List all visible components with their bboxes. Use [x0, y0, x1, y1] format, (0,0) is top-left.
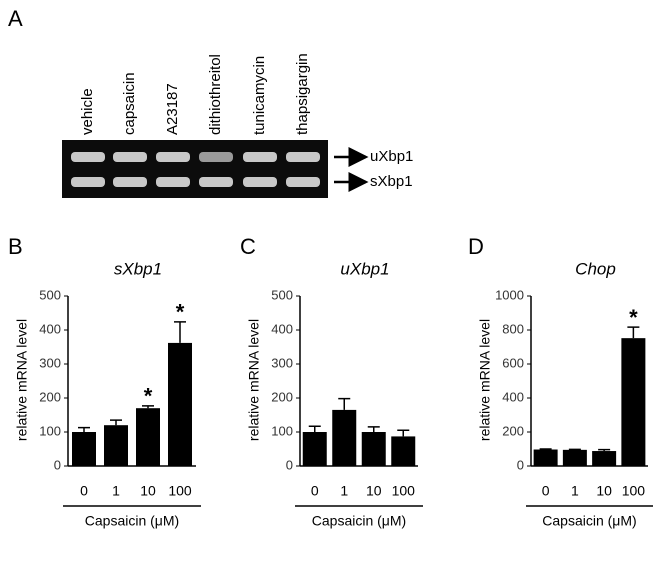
- lane-label: capsaicin: [121, 72, 138, 135]
- x-tick-label: 0: [542, 483, 550, 499]
- x-tick-label: 1: [340, 483, 348, 499]
- y-tick-label: 500: [271, 287, 293, 302]
- error-bar: [142, 405, 154, 409]
- error-bar: [598, 448, 611, 452]
- error-bar: [627, 326, 640, 339]
- y-tick-label: 100: [39, 423, 61, 438]
- y-tick-label: 0: [517, 457, 524, 472]
- y-tick-label: 500: [39, 287, 61, 302]
- y-tick-label: 0: [54, 457, 61, 472]
- panel-letter: B: [8, 234, 23, 259]
- x-axis-label: Capsaicin (μM): [312, 513, 406, 529]
- gel-band: [286, 152, 320, 162]
- x-tick-label: 0: [80, 483, 88, 499]
- y-tick-label: 300: [39, 355, 61, 370]
- error-bar: [174, 321, 186, 343]
- x-tick-label: 100: [168, 483, 192, 499]
- lane-label: A23187: [164, 83, 181, 135]
- panel-letter: D: [468, 234, 484, 259]
- gel-band: [199, 177, 233, 187]
- y-tick-label: 200: [271, 389, 293, 404]
- bar: [104, 425, 128, 466]
- significance-marker: *: [176, 300, 185, 325]
- y-axis-label: relative mRNA level: [14, 319, 30, 441]
- gel-band: [113, 177, 147, 187]
- bar: [361, 432, 386, 466]
- y-tick-label: 400: [39, 321, 61, 336]
- x-axis-label: Capsaicin (μM): [542, 513, 636, 529]
- panel-letter: A: [8, 6, 23, 31]
- x-tick-label: 100: [622, 483, 646, 499]
- error-bar: [308, 425, 321, 432]
- chart-title: Chop: [575, 259, 616, 278]
- x-tick-label: 0: [311, 483, 319, 499]
- lane-label: dithiothreitol: [207, 54, 224, 135]
- error-bar: [568, 448, 581, 451]
- error-bar: [367, 426, 380, 432]
- y-tick-label: 400: [271, 321, 293, 336]
- lane-label: vehicle: [79, 88, 96, 135]
- x-tick-label: 10: [596, 483, 612, 499]
- y-tick-label: 100: [271, 423, 293, 438]
- x-tick-label: 10: [366, 483, 382, 499]
- gel-band: [113, 152, 147, 162]
- x-tick-label: 100: [392, 483, 416, 499]
- error-bar: [539, 448, 552, 450]
- bar: [562, 449, 587, 466]
- error-bar: [78, 426, 90, 432]
- x-tick-label: 1: [571, 483, 579, 499]
- y-tick-label: 0: [286, 457, 293, 472]
- lane-label: tunicamycin: [251, 56, 268, 135]
- error-bar: [110, 419, 122, 426]
- x-tick-label: 10: [140, 483, 156, 499]
- gel-band: [286, 177, 320, 187]
- band-label: uXbp1: [370, 148, 413, 165]
- gel-image: [62, 140, 328, 198]
- chart-title: uXbp1: [340, 259, 389, 278]
- y-tick-label: 1000: [495, 287, 524, 302]
- band-label: sXbp1: [370, 173, 413, 190]
- bar: [332, 409, 357, 466]
- significance-marker: *: [144, 384, 153, 409]
- gel-band: [243, 152, 277, 162]
- y-tick-label: 400: [502, 389, 524, 404]
- error-bar: [397, 429, 410, 437]
- bar: [592, 451, 617, 466]
- bar: [136, 408, 160, 466]
- x-axis-label: Capsaicin (μM): [85, 513, 179, 529]
- chart-title: sXbp1: [114, 259, 162, 278]
- lane-label: thapsigargin: [294, 53, 311, 135]
- y-tick-label: 600: [502, 355, 524, 370]
- y-axis-label: relative mRNA level: [477, 319, 493, 441]
- gel-band: [71, 177, 105, 187]
- gel-band: [71, 152, 105, 162]
- bar: [72, 432, 96, 466]
- bar: [302, 432, 327, 466]
- bar: [168, 342, 192, 466]
- bar: [533, 449, 558, 466]
- error-bar: [338, 397, 351, 410]
- gel-band: [243, 177, 277, 187]
- x-tick-label: 1: [112, 483, 120, 499]
- significance-marker: *: [629, 305, 638, 330]
- gel-band: [199, 152, 233, 162]
- y-tick-label: 200: [502, 423, 524, 438]
- y-tick-label: 800: [502, 321, 524, 336]
- bar: [621, 338, 646, 466]
- bar: [391, 436, 416, 466]
- gel-band: [156, 177, 190, 187]
- y-axis-label: relative mRNA level: [246, 319, 262, 441]
- gel-band: [156, 152, 190, 162]
- panel-letter: C: [240, 234, 256, 259]
- y-tick-label: 200: [39, 389, 61, 404]
- y-tick-label: 300: [271, 355, 293, 370]
